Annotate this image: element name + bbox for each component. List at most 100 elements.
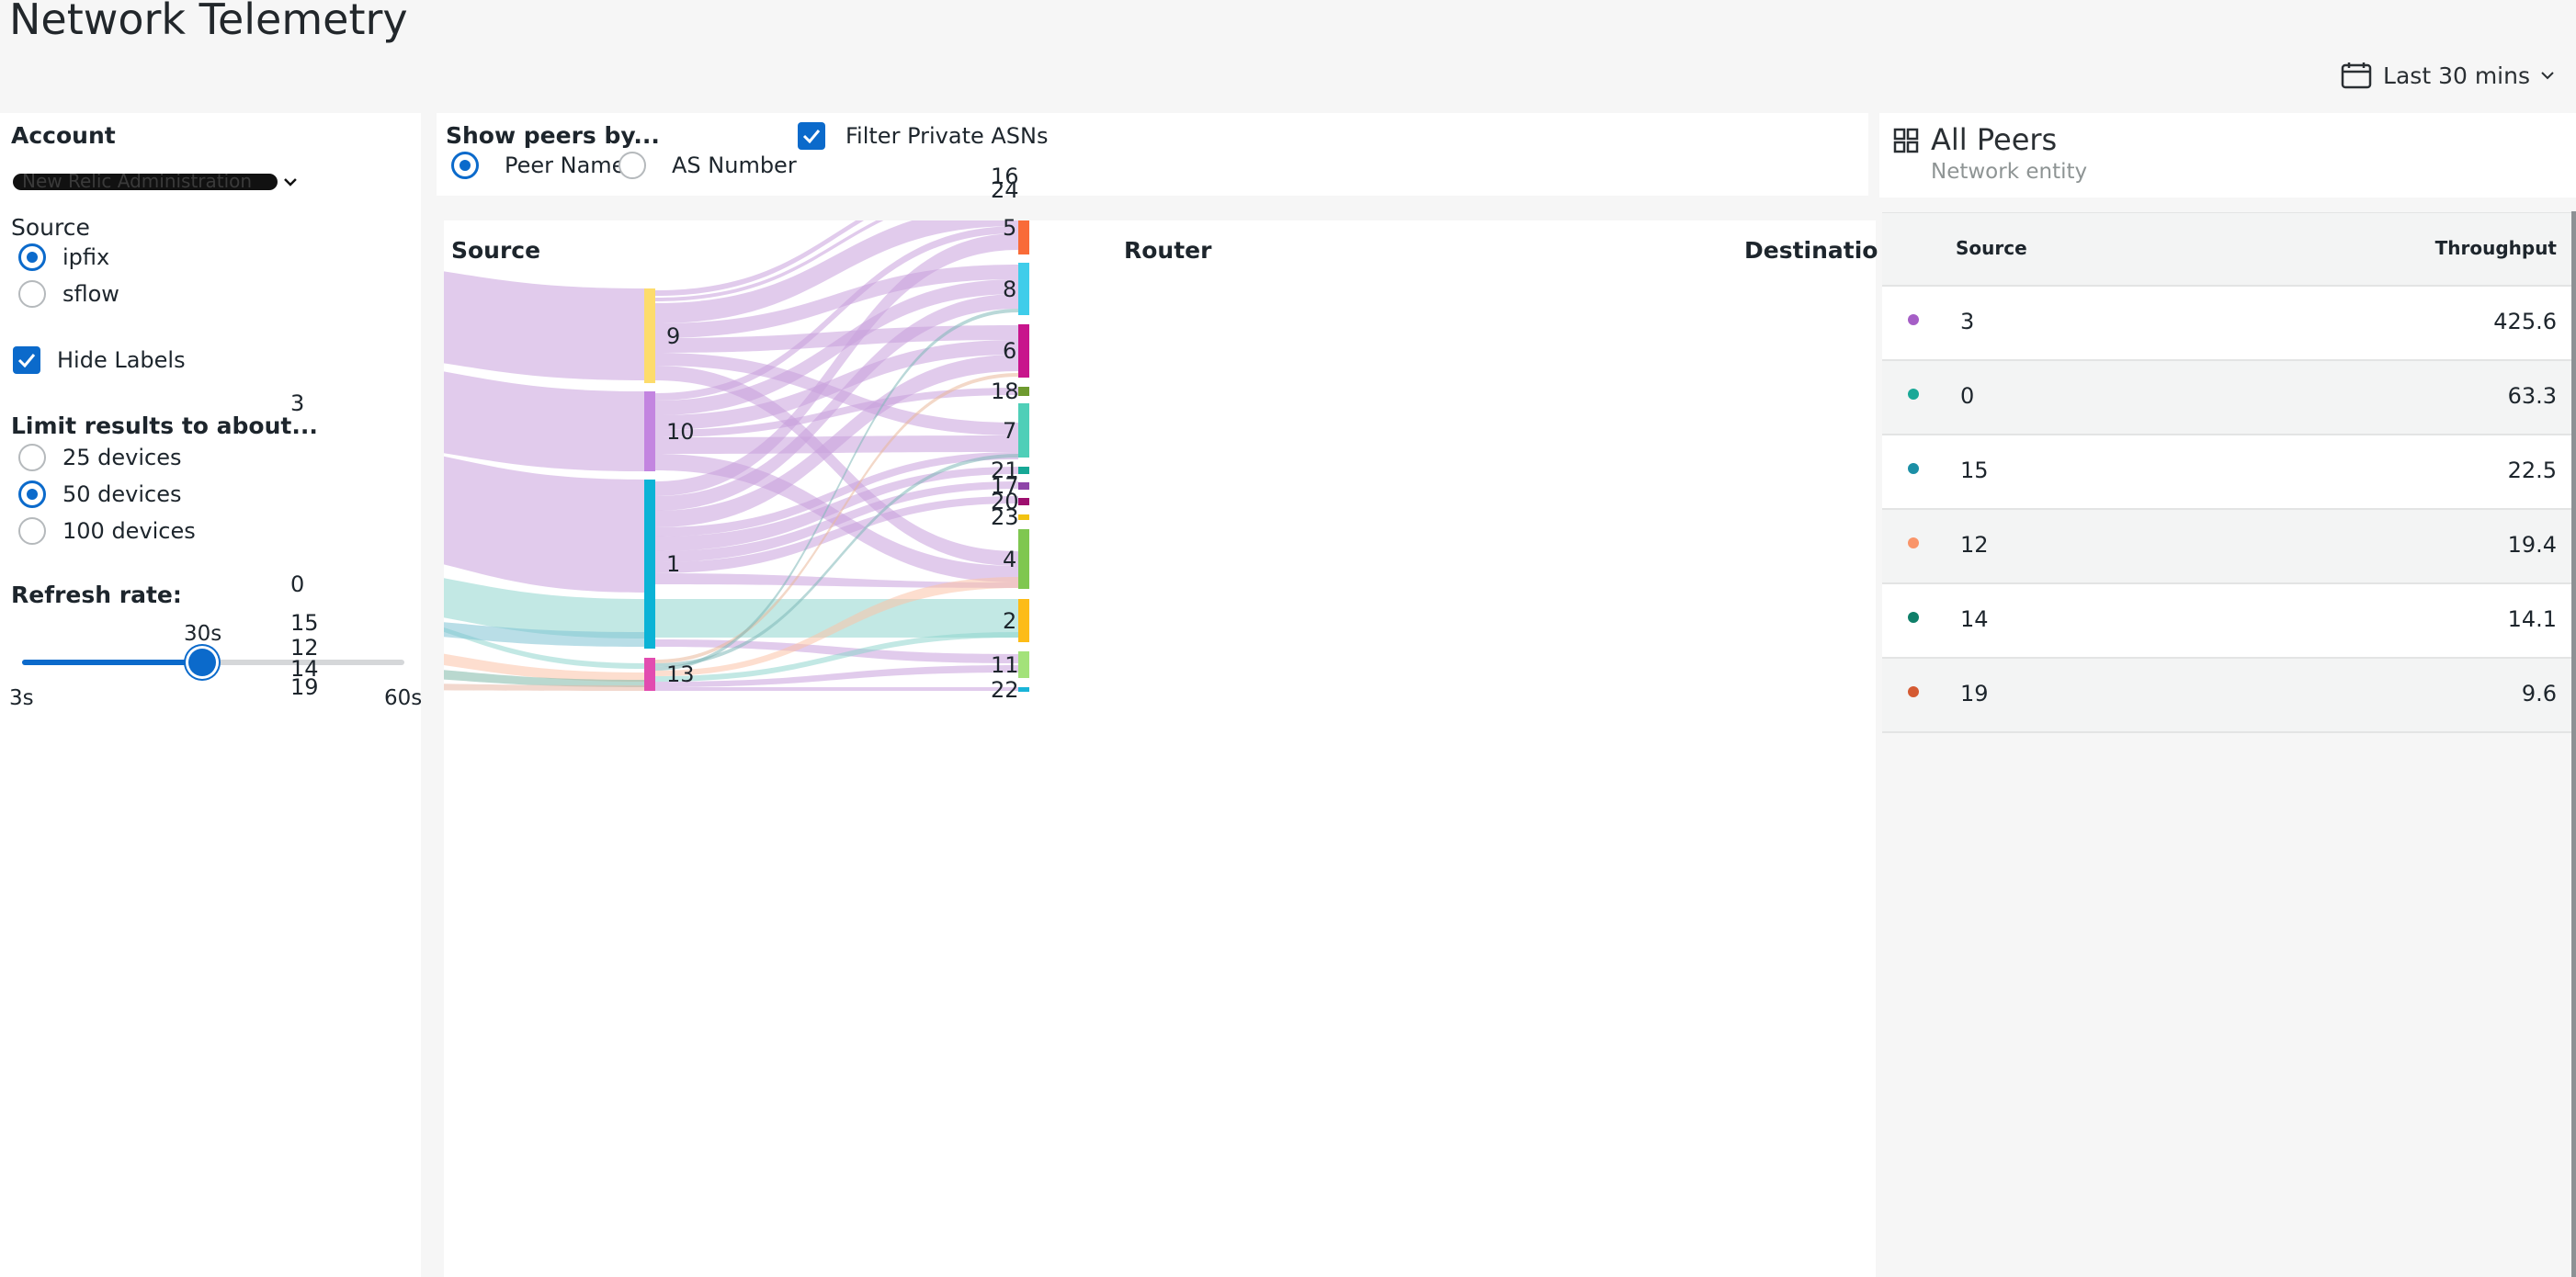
table-header: Source Throughput <box>1882 213 2575 287</box>
sankey-router-node[interactable] <box>644 480 655 649</box>
sankey-node-label: 4 <box>1003 546 1017 572</box>
peer-controls-bar: Show peers by... Peer Name AS Number Fil… <box>437 113 1868 196</box>
filter-panel: Account New Relic Administration Source … <box>0 113 423 1277</box>
table-row[interactable]: 0 63.3 <box>1882 361 2575 435</box>
sankey-node-label: 21 <box>991 458 1019 483</box>
sankey-node-label: 7 <box>1003 417 1017 444</box>
sankey-link[interactable] <box>655 467 1018 551</box>
source-option-ipfix[interactable]: ipfix <box>18 243 109 271</box>
sankey-link[interactable] <box>655 366 1018 566</box>
sankey-link[interactable] <box>655 496 1018 573</box>
sankey-link[interactable] <box>655 454 1018 667</box>
checkbox-checked[interactable] <box>798 122 825 150</box>
table-row[interactable]: 15 22.5 <box>1882 435 2575 510</box>
refresh-slider-handle[interactable] <box>187 649 216 676</box>
sankey-node-label: 22 <box>991 676 1019 703</box>
sankey-destination-node[interactable] <box>1018 263 1029 315</box>
sankey-node-label: 8 <box>1003 276 1017 302</box>
sankey-link[interactable] <box>444 683 644 691</box>
radio-selected[interactable] <box>18 243 46 271</box>
peer-option-as-number[interactable]: AS Number <box>618 152 797 179</box>
sankey-link[interactable] <box>655 233 1018 496</box>
sankey-link[interactable] <box>444 358 644 471</box>
sankey-destination-node[interactable] <box>1018 498 1029 505</box>
sankey-link[interactable] <box>655 573 1018 588</box>
sankey-destination-node[interactable] <box>1018 687 1029 692</box>
sankey-link[interactable] <box>444 616 644 647</box>
column-header[interactable]: Source <box>1956 237 2027 259</box>
sankey-router-node[interactable] <box>644 288 655 383</box>
radio-unselected[interactable] <box>18 517 46 545</box>
sankey-link[interactable] <box>444 441 644 593</box>
sankey-link[interactable] <box>655 355 1018 527</box>
sankey-link[interactable] <box>655 639 1018 663</box>
column-header[interactable]: Throughput <box>2434 237 2557 259</box>
slider-max-label: 60s <box>384 686 423 710</box>
sankey-destination-node[interactable] <box>1018 514 1029 520</box>
sankey-destination-node[interactable] <box>1018 324 1029 378</box>
sankey-link[interactable] <box>444 604 644 669</box>
sankey-destination-node[interactable] <box>1018 467 1029 474</box>
sankey-link[interactable] <box>655 294 1018 511</box>
sankey-link[interactable] <box>655 279 1018 415</box>
sankey-link[interactable] <box>655 226 1018 401</box>
sankey-link[interactable] <box>655 388 1018 437</box>
row-throughput: 22.5 <box>2507 458 2557 483</box>
radio-unselected[interactable] <box>18 280 46 308</box>
sankey-router-node[interactable] <box>644 658 655 691</box>
table-row[interactable]: 12 19.4 <box>1882 510 2575 584</box>
sankey-link[interactable] <box>655 665 1018 687</box>
sankey-link[interactable] <box>655 577 1018 676</box>
sankey-link[interactable] <box>655 340 1018 430</box>
source-option-sflow[interactable]: sflow <box>18 280 119 308</box>
hide-labels-checkbox[interactable]: Hide Labels <box>13 346 186 374</box>
sankey-node-label: 0 <box>290 571 305 597</box>
table-row[interactable]: 19 9.6 <box>1882 659 2575 733</box>
sankey-destination-node[interactable] <box>1018 651 1029 678</box>
scrollbar[interactable] <box>2571 211 2576 1277</box>
limit-option-100[interactable]: 100 devices <box>18 517 196 545</box>
table-row[interactable]: 3 425.6 <box>1882 287 2575 361</box>
radio-selected[interactable] <box>18 480 46 508</box>
sankey-link[interactable] <box>655 309 1018 671</box>
sankey-link[interactable] <box>444 564 644 638</box>
peer-option-name[interactable]: Peer Name <box>451 152 625 179</box>
radio-unselected[interactable] <box>618 152 646 179</box>
limit-option-50[interactable]: 50 devices <box>18 480 182 508</box>
sankey-link[interactable] <box>655 481 1018 562</box>
sankey-link[interactable] <box>444 260 644 380</box>
sankey-router-node[interactable] <box>644 391 655 471</box>
sankey-node-label: 10 <box>666 418 695 445</box>
table-row[interactable]: 14 14.1 <box>1882 584 2575 659</box>
sankey-link[interactable] <box>655 687 1018 691</box>
sankey-destination-node[interactable] <box>1018 529 1029 589</box>
sankey-node-label: 11 <box>991 651 1019 678</box>
radio-unselected[interactable] <box>18 444 46 471</box>
account-select[interactable]: New Relic Administration <box>13 168 298 196</box>
sankey-destination-node[interactable] <box>1018 599 1029 642</box>
sankey-destination-node[interactable] <box>1018 387 1029 396</box>
sankey-link[interactable] <box>655 452 1018 537</box>
sankey-link[interactable] <box>655 353 1018 435</box>
sankey-destination-node[interactable] <box>1018 403 1029 458</box>
sankey-link[interactable] <box>655 220 1018 323</box>
sankey-diagram <box>444 220 1029 692</box>
sankey-destination-node[interactable] <box>1018 482 1029 490</box>
sankey-link[interactable] <box>655 632 1018 682</box>
time-range-picker[interactable]: Last 30 mins <box>2341 55 2554 96</box>
sankey-link[interactable] <box>655 265 1018 338</box>
sankey-destination-node[interactable] <box>1018 220 1029 254</box>
peers-header-card: All Peers Network entity <box>1879 113 2576 198</box>
limit-option-25[interactable]: 25 devices <box>18 444 182 471</box>
filter-private-asns-checkbox[interactable]: Filter Private ASNs <box>798 122 1048 150</box>
checkbox-checked[interactable] <box>13 346 40 374</box>
radio-selected[interactable] <box>451 152 479 179</box>
sankey-link[interactable] <box>444 641 644 682</box>
row-source: 19 <box>1960 681 1989 706</box>
sankey-link[interactable] <box>655 325 1018 353</box>
sankey-link[interactable] <box>655 373 1018 663</box>
peers-table: Source Throughput 3 425.6 0 63.3 15 22.5 12 19.… <box>1882 212 2575 733</box>
sankey-link[interactable] <box>655 599 1018 638</box>
limit-label: Limit results to about... <box>11 412 318 439</box>
sankey-link[interactable] <box>444 663 644 687</box>
